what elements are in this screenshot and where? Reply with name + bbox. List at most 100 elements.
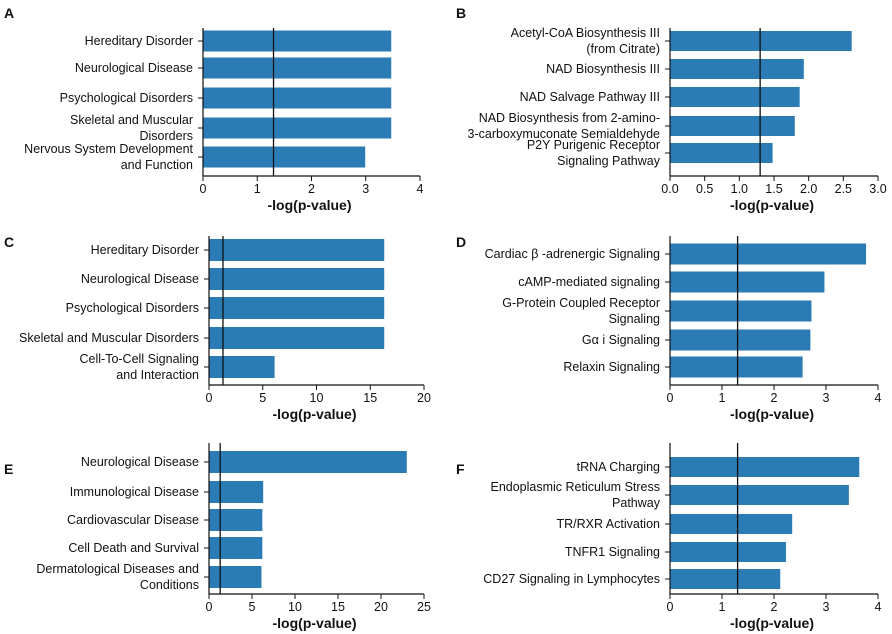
category-label: Dermatological Diseases and	[36, 562, 199, 576]
x-tick-label: 10	[288, 600, 302, 614]
x-tick-label: 3.0	[869, 182, 886, 196]
x-tick-label: 0	[667, 600, 674, 614]
x-axis-label: -log(p-value)	[273, 406, 357, 422]
category-label: Signaling Pathway	[557, 154, 661, 168]
bar	[203, 117, 392, 139]
x-tick-label: 0.5	[696, 182, 713, 196]
x-tick-label: 2	[771, 600, 778, 614]
category-label: Pathway	[612, 496, 661, 510]
panel-label: B	[456, 5, 466, 21]
x-tick-label: 5	[259, 391, 266, 405]
category-label: Signaling	[609, 312, 660, 326]
category-label: Endoplasmic Reticulum Stress	[490, 480, 660, 494]
category-label: Skeletal and Muscular	[70, 113, 193, 127]
panel-a: A Hereditary Disorder Neurological Disease…	[4, 5, 424, 213]
category-label: Nervous System Development	[24, 142, 193, 156]
x-tick-label: 2.0	[800, 182, 817, 196]
category-label: and Interaction	[116, 368, 199, 382]
x-tick-label: 3	[823, 600, 830, 614]
x-axis-label: -log(p-value)	[268, 197, 352, 213]
category-label: and Function	[121, 158, 193, 172]
bar	[209, 509, 263, 531]
category-label: NAD Biosynthesis III	[546, 62, 660, 76]
x-tick-label: 3	[362, 182, 369, 196]
bar	[670, 143, 773, 163]
x-tick-label: 4	[875, 391, 882, 405]
bar	[670, 485, 849, 505]
panel-e: E Neurological Disease Immunological Disea…	[4, 443, 431, 631]
bar	[209, 297, 385, 319]
x-tick-label: 10	[310, 391, 324, 405]
x-tick-label: 0	[206, 600, 213, 614]
bar	[209, 566, 262, 588]
category-label: P2Y Purigenic Receptor	[527, 138, 660, 152]
bar	[209, 481, 264, 503]
category-label: NAD Salvage Pathway III	[520, 90, 660, 104]
category-label: Neurological Disease	[75, 61, 193, 75]
x-axis-label: -log(p-value)	[730, 615, 814, 631]
x-tick-label: 15	[363, 391, 377, 405]
category-label: Psychological Disorders	[60, 91, 193, 105]
category-label: Cardiac β -adrenergic Signaling	[485, 247, 660, 261]
x-tick-label: 0.0	[661, 182, 678, 196]
bar	[670, 569, 781, 589]
category-label: NAD Biosynthesis from 2-amino-	[479, 111, 660, 125]
category-label: TR/RXR Activation	[556, 517, 660, 531]
category-label: CD27 Signaling in Lymphocytes	[483, 572, 660, 586]
x-tick-label: 20	[417, 391, 431, 405]
panel-label: A	[4, 5, 14, 21]
bar	[209, 537, 263, 559]
x-tick-label: 0	[206, 391, 213, 405]
panel-label: D	[456, 234, 466, 250]
bar	[670, 31, 852, 51]
x-tick-label: 4	[417, 182, 424, 196]
category-label: Immunological Disease	[70, 485, 199, 499]
bar	[670, 514, 793, 534]
category-label: Cardiovascular Disease	[67, 513, 199, 527]
bar	[209, 239, 385, 261]
x-axis-label: -log(p-value)	[273, 615, 357, 631]
category-label: Neurological Disease	[81, 455, 199, 469]
x-tick-label: 1.0	[731, 182, 748, 196]
panel-c: C Hereditary Disorder Neurological Disease…	[4, 234, 431, 422]
x-tick-label: 3	[823, 391, 830, 405]
panel-label: C	[4, 234, 14, 250]
x-tick-label: 0	[667, 391, 674, 405]
category-label: Hereditary Disorder	[85, 34, 193, 48]
x-tick-label: 15	[331, 600, 345, 614]
x-tick-label: 1	[719, 391, 726, 405]
panel-b: B Acetyl-CoA Biosynthesis III (from Citrat…	[456, 5, 887, 213]
x-tick-label: 25	[417, 600, 431, 614]
bar	[203, 30, 392, 52]
category-label: cAMP-mediated signaling	[518, 275, 660, 289]
category-label: Relaxin Signaling	[563, 360, 660, 374]
category-label: Cell Death and Survival	[68, 541, 199, 555]
x-axis-label: -log(p-value)	[730, 406, 814, 422]
x-tick-label: 5	[249, 600, 256, 614]
bar	[670, 243, 867, 265]
category-label: 3-carboxymuconate Semialdehyde	[468, 127, 661, 141]
x-tick-label: 20	[374, 600, 388, 614]
bar	[670, 59, 804, 79]
x-tick-label: 0	[200, 182, 207, 196]
x-axis-label: -log(p-value)	[730, 197, 814, 213]
x-tick-label: 1.5	[765, 182, 782, 196]
category-label: Acetyl-CoA Biosynthesis III	[511, 26, 660, 40]
bar	[670, 300, 812, 322]
category-label: (from Citrate)	[586, 42, 660, 56]
panel-label: E	[4, 461, 13, 477]
bar	[209, 268, 385, 290]
bar	[209, 327, 385, 349]
bar	[203, 57, 392, 79]
category-label: G-Protein Coupled Receptor	[502, 296, 660, 310]
bar	[670, 87, 800, 107]
category-label: tRNA Charging	[577, 460, 660, 474]
category-label: Neurological Disease	[81, 272, 199, 286]
category-label: Gα i Signaling	[582, 333, 660, 347]
bar	[670, 116, 795, 136]
x-tick-label: 4	[875, 600, 882, 614]
x-tick-label: 2.5	[835, 182, 852, 196]
category-label: Psychological Disorders	[66, 301, 199, 315]
